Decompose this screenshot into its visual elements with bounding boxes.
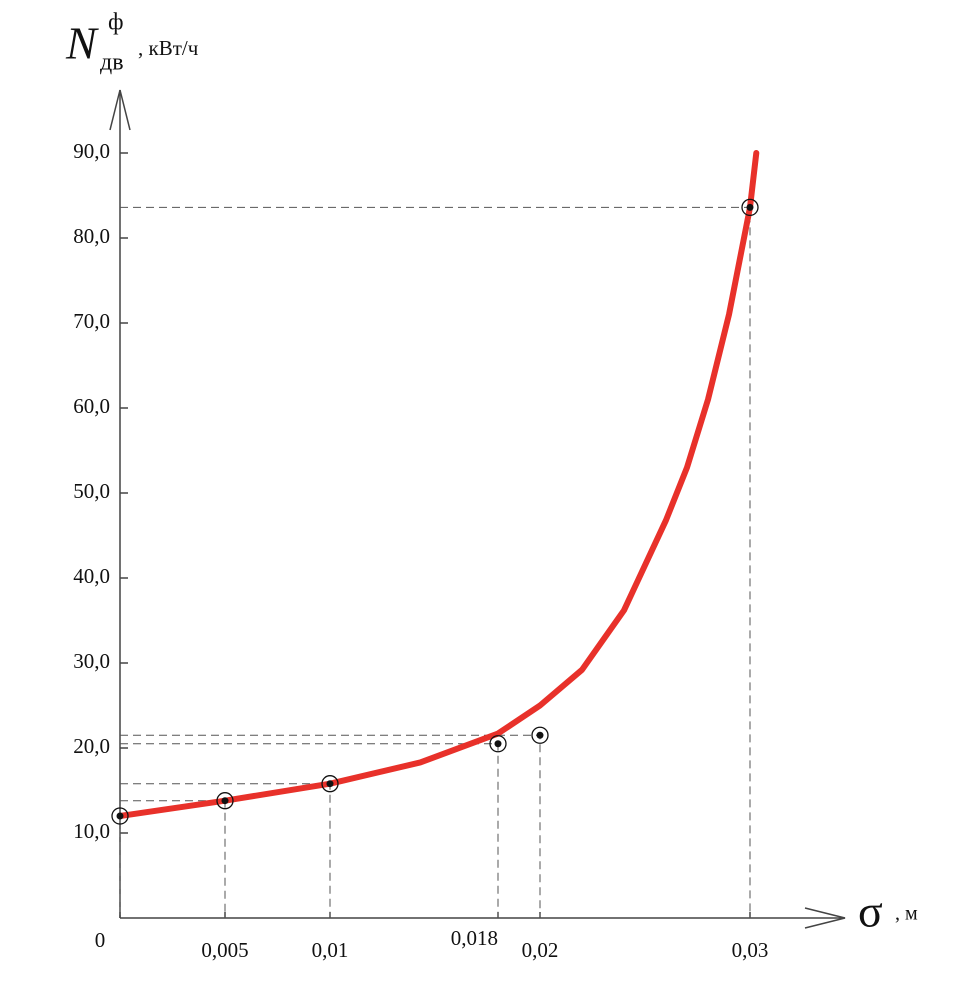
y-tick-label: 50,0 [73, 479, 110, 503]
x-tick-label: 0,03 [732, 938, 769, 962]
y-tick-label: 40,0 [73, 564, 110, 588]
axes [109, 89, 846, 929]
y-tick-label: 60,0 [73, 394, 110, 418]
y-tick-label: 30,0 [73, 649, 110, 673]
point [494, 740, 502, 748]
point-ring [321, 775, 339, 793]
point [536, 731, 544, 739]
point-ring [111, 807, 129, 825]
y-label-unit: , кВт/ч [138, 36, 199, 60]
point [116, 812, 124, 820]
y-tick-label: 80,0 [73, 224, 110, 248]
y-tick-label: 90,0 [73, 139, 110, 163]
point [326, 780, 334, 788]
guide-line [120, 206, 751, 918]
x-tick-label: 0 [95, 928, 106, 952]
guide-line [120, 743, 499, 918]
y-tick-label: 70,0 [73, 309, 110, 333]
point [746, 203, 754, 211]
y-tick-label: 10,0 [73, 819, 110, 843]
x-arrow [804, 907, 846, 929]
x-tick-label: 0,018 [451, 926, 498, 950]
guide-line [120, 800, 226, 918]
y-label-symbol: N [65, 18, 99, 69]
point-ring [741, 198, 759, 217]
fit-curve [117, 150, 760, 819]
point [221, 797, 229, 805]
x-tick-label: 0,02 [522, 938, 559, 962]
y-label-subscript: дв [100, 50, 124, 76]
x-label-unit: , м [895, 903, 918, 925]
x-tick-label: 0,01 [312, 938, 349, 962]
point-ring [216, 792, 234, 810]
y-label-superscript: ф [108, 10, 124, 36]
y-arrow [109, 89, 131, 131]
x-tick-label: 0,005 [201, 938, 248, 962]
y-tick-label: 20,0 [73, 734, 110, 758]
point-ring [531, 726, 549, 744]
point-ring [489, 735, 507, 753]
x-label-symbol: σ [858, 886, 883, 937]
